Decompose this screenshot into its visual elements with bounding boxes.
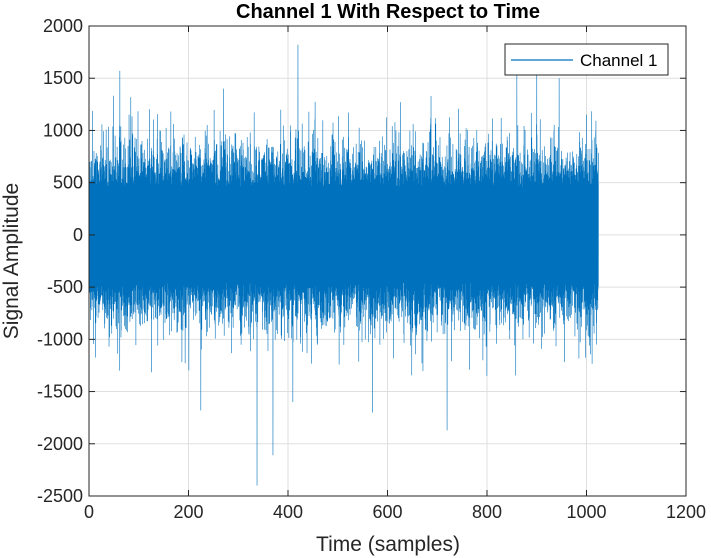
x-tick-label: 600 [372, 502, 402, 522]
y-tick-label: 500 [53, 173, 83, 193]
x-tick-label: 400 [273, 502, 303, 522]
signal-trace [88, 44, 599, 486]
y-tick-label: -1000 [37, 329, 83, 349]
chart-title: Channel 1 With Respect to Time [236, 1, 540, 23]
y-tick-label: 1000 [43, 120, 83, 140]
legend-label-channel-1: Channel 1 [580, 51, 658, 70]
y-axis-label: Signal Amplitude [0, 183, 23, 339]
x-axis-label: Time (samples) [316, 533, 460, 556]
x-tick-labels: 0 200 400 600 800 1000 1200 [84, 502, 706, 522]
x-tick-label: 1200 [666, 502, 706, 522]
y-tick-label: 0 [73, 225, 83, 245]
y-tick-label: -2500 [37, 486, 83, 506]
x-tick-label: 200 [173, 502, 203, 522]
y-tick-label: 1500 [43, 68, 83, 88]
y-tick-label: 2000 [43, 16, 83, 36]
tick-marks [88, 25, 687, 497]
legend: Channel 1 [504, 43, 669, 76]
y-tick-labels: -2500 -2000 -1500 -1000 -500 0 500 1000 1500 2000 [37, 16, 83, 506]
x-tick-label: 800 [472, 502, 502, 522]
y-tick-label: -1500 [37, 382, 83, 402]
y-tick-label: -2000 [37, 434, 83, 454]
y-tick-label: -500 [47, 277, 83, 297]
series-line-channel-1 [88, 44, 599, 486]
x-tick-label: 1000 [566, 502, 606, 522]
x-tick-label: 0 [84, 502, 94, 522]
